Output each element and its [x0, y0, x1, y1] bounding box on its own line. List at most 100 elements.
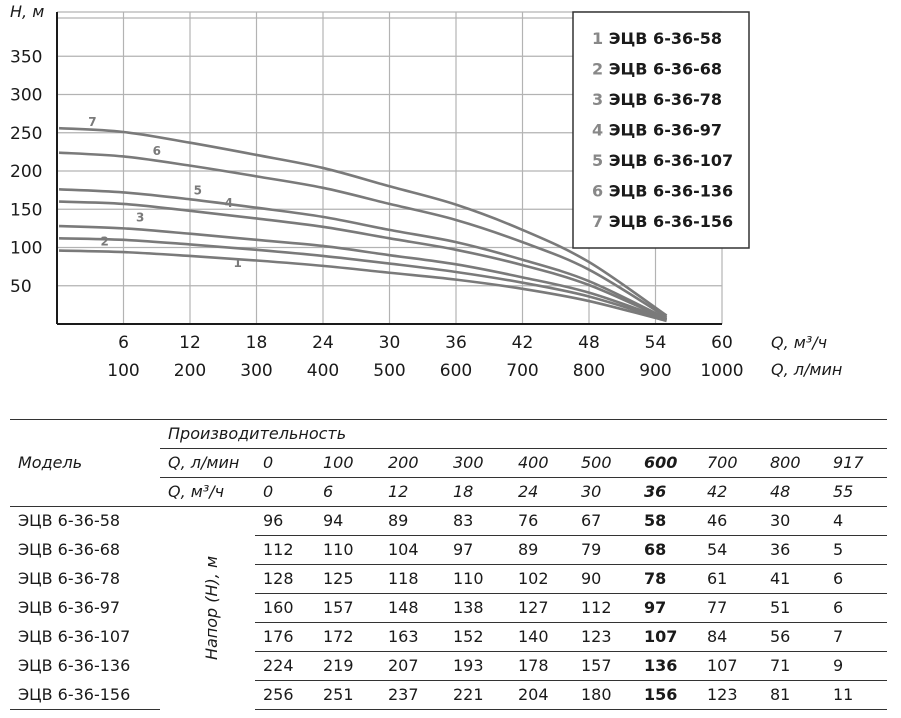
x-axis-title-m3: Q, м³/ч [771, 333, 827, 352]
x-tick-label-lmin: 500 [373, 361, 405, 381]
head-value: 176 [255, 622, 315, 652]
head-side-label-text: Напор (Н), м [202, 556, 222, 661]
x-tick-label-lmin: 100 [107, 361, 139, 381]
head-value: 78 [636, 564, 699, 594]
q-m3-value: 0 [255, 477, 315, 507]
legend-item-number: 4 [592, 121, 609, 140]
curve-4 [58, 200, 668, 321]
legend-item-name: ЭЦВ 6-36-78 [609, 90, 722, 109]
legend-item: 3 ЭЦВ 6-36-78 [592, 90, 722, 109]
x-tick-label-m3: 12 [179, 333, 201, 353]
head-value: 83 [445, 506, 510, 536]
head-value: 6 [825, 593, 888, 623]
curve-2 [58, 237, 667, 322]
x-tick-label-m3: 54 [645, 333, 667, 353]
model-name: ЭЦВ 6-36-68 [18, 540, 121, 559]
table-row: ЭЦВ 6-36-58 Напор (Н), м 96 94 89 83 76 67 58 46 3… [10, 506, 888, 710]
head-value: 136 [636, 651, 699, 681]
x-tick-label-lmin: 900 [639, 361, 671, 381]
x-tick-label-lmin: 600 [440, 361, 472, 381]
q-lmin-value: 200 [380, 448, 445, 478]
q-lmin-value: 0 [255, 448, 315, 478]
table-row: ЭЦВ 6-36-107 176 172 163 152 140 123 107 84 56 7 [10, 622, 888, 652]
head-value: 76 [510, 506, 573, 536]
legend-box [572, 11, 750, 249]
q-m3-value: 30 [573, 477, 636, 507]
legend-item-name: ЭЦВ 6-36-97 [609, 121, 722, 140]
legend-item-name: ЭЦВ 6-36-156 [609, 212, 733, 231]
head-value: 152 [445, 622, 510, 652]
q-m3-value: 12 [380, 477, 445, 507]
head-value: 36 [762, 535, 825, 565]
head-value: 140 [510, 622, 573, 652]
curve-label-1: 1 [233, 256, 241, 270]
head-value: 94 [315, 506, 380, 536]
y-tick-label: 200 [10, 162, 42, 182]
q-m3-value: 18 [445, 477, 510, 507]
q-lmin-value: 500 [573, 448, 636, 478]
curve-6 [58, 151, 668, 319]
head-value: 160 [255, 593, 315, 623]
q-lmin-value: 100 [315, 448, 380, 478]
legend-item: 5 ЭЦВ 6-36-107 [592, 151, 733, 170]
head-value: 30 [762, 506, 825, 536]
row-label-q-lmin: Q, л/мин [160, 448, 255, 478]
head-value: 107 [699, 651, 762, 681]
x-tick-label-lmin: 800 [573, 361, 605, 381]
head-value: 97 [445, 535, 510, 565]
head-value: 104 [380, 535, 445, 565]
head-value: 90 [573, 564, 636, 594]
curve-7 [58, 126, 668, 317]
q-lmin-value: 600 [636, 448, 699, 478]
x-tick-label-m3: 36 [445, 333, 467, 353]
y-tick-label: 250 [10, 124, 42, 144]
head-value: 157 [573, 651, 636, 681]
head-value: 7 [825, 622, 888, 652]
head-value: 46 [699, 506, 762, 536]
q-m3-value: 42 [699, 477, 762, 507]
model-name: ЭЦВ 6-36-136 [18, 656, 131, 675]
x-tick-label-lmin: 700 [506, 361, 538, 381]
x-tick-label-m3: 6 [118, 333, 129, 353]
head-value: 107 [636, 622, 699, 652]
x-tick-label-m3: 18 [246, 333, 268, 353]
q-m3-value: 24 [510, 477, 573, 507]
legend-item-number: 6 [592, 182, 609, 201]
legend-item-name: ЭЦВ 6-36-68 [609, 60, 722, 79]
head-value: 178 [510, 651, 573, 681]
curve-label-4: 4 [225, 196, 233, 210]
head-value: 41 [762, 564, 825, 594]
head-value: 156 [636, 680, 699, 710]
y-tick-label: 50 [10, 277, 32, 297]
head-value: 237 [380, 680, 445, 710]
q-lmin-value: 700 [699, 448, 762, 478]
legend: 1 ЭЦВ 6-36-582 ЭЦВ 6-36-683 ЭЦВ 6-36-784… [572, 11, 750, 249]
x-tick-label-lmin: 200 [174, 361, 206, 381]
head-value: 157 [315, 593, 380, 623]
q-m3-value: 48 [762, 477, 825, 507]
curve-label-3: 3 [136, 211, 144, 225]
chart-axes [56, 12, 722, 325]
head-value: 58 [636, 506, 699, 536]
x-tick-label-lmin: 1000 [700, 361, 743, 381]
head-value: 112 [255, 535, 315, 565]
head-value: 97 [636, 593, 699, 623]
x-tick-label-m3: 60 [711, 333, 733, 353]
curve-number-labels: 1 2 3 4 5 6 7 [88, 115, 242, 270]
curve-5 [58, 188, 668, 320]
legend-item: 1 ЭЦВ 6-36-58 [592, 29, 722, 48]
curve-label-6: 6 [153, 144, 161, 158]
legend-item-number: 5 [592, 151, 609, 170]
head-value: 68 [636, 535, 699, 565]
head-value: 110 [445, 564, 510, 594]
q-lmin-value: 300 [445, 448, 510, 478]
legend-item-number: 3 [592, 90, 609, 109]
head-value: 5 [825, 535, 888, 565]
x-tick-label-m3: 24 [312, 333, 334, 353]
head-value: 6 [825, 564, 888, 594]
model-name: ЭЦВ 6-36-156 [10, 680, 160, 710]
head-value: 89 [510, 535, 573, 565]
q-lmin-value: 917 [825, 448, 888, 478]
y-tick-label: 100 [10, 239, 42, 259]
